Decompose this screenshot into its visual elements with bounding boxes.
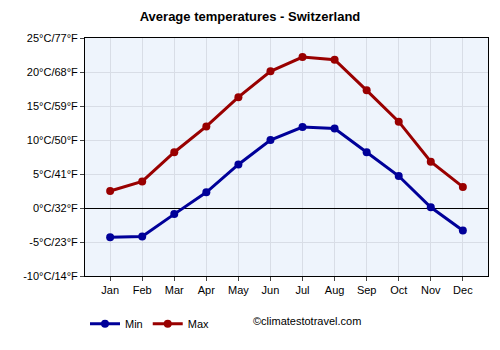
svg-text:Min: Min	[125, 318, 143, 330]
svg-text:May: May	[228, 284, 249, 296]
svg-text:Nov: Nov	[421, 284, 441, 296]
svg-text:0°C/32°F: 0°C/32°F	[33, 202, 78, 214]
svg-text:Max: Max	[188, 318, 209, 330]
svg-text:Jul: Jul	[295, 284, 309, 296]
svg-text:Dec: Dec	[453, 284, 473, 296]
svg-text:Average temperatures - Switzer: Average temperatures - Switzerland	[140, 9, 361, 24]
svg-text:-5°C/23°F: -5°C/23°F	[29, 236, 78, 248]
svg-text:25°C/77°F: 25°C/77°F	[27, 32, 78, 44]
svg-text:Aug: Aug	[325, 284, 345, 296]
svg-text:©climatestotravel.com: ©climatestotravel.com	[253, 315, 361, 327]
svg-text:5°C/41°F: 5°C/41°F	[33, 168, 78, 180]
svg-text:Jan: Jan	[101, 284, 119, 296]
svg-text:-10°C/14°F: -10°C/14°F	[23, 270, 78, 282]
svg-text:Mar: Mar	[165, 284, 184, 296]
svg-text:15°C/59°F: 15°C/59°F	[27, 100, 78, 112]
svg-text:10°C/50°F: 10°C/50°F	[27, 134, 78, 146]
svg-text:Apr: Apr	[198, 284, 215, 296]
svg-text:Jun: Jun	[262, 284, 280, 296]
svg-text:Oct: Oct	[390, 284, 407, 296]
svg-text:20°C/68°F: 20°C/68°F	[27, 66, 78, 78]
svg-text:Sep: Sep	[357, 284, 377, 296]
svg-text:Feb: Feb	[133, 284, 152, 296]
